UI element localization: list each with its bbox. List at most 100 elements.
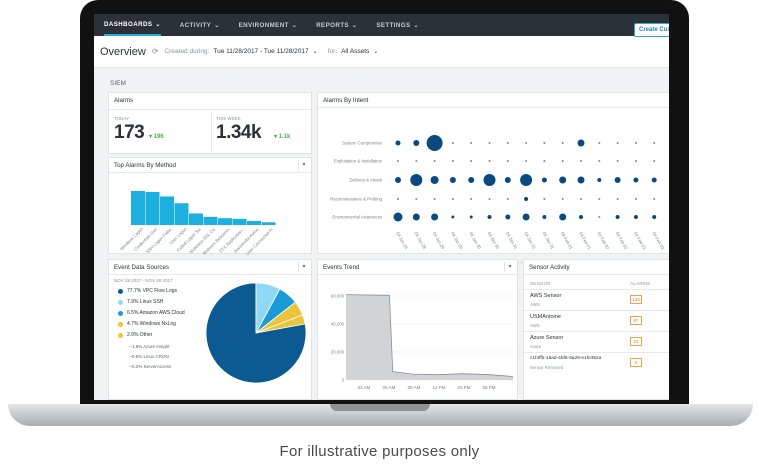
refresh-icon[interactable]: ⟳ xyxy=(151,47,159,56)
intent-row-label: System Compromise xyxy=(342,141,382,146)
chevron-down-icon: ⌄ xyxy=(413,22,419,29)
filter-icon[interactable]: ▾ xyxy=(298,262,309,272)
legend-sub-item: --1.8% Azure Insight xyxy=(129,344,170,349)
intent-bubble xyxy=(488,160,491,162)
intent-bubble xyxy=(412,213,420,221)
intent-bubble xyxy=(430,176,439,184)
assets-select[interactable]: All Assets xyxy=(341,48,370,55)
intent-bubble xyxy=(580,160,582,162)
bar xyxy=(247,220,261,225)
intent-bubble xyxy=(561,198,564,200)
chevron-down-icon[interactable]: ⌄ xyxy=(312,49,318,55)
filter-icon[interactable]: ▾ xyxy=(298,160,309,170)
filter-icon[interactable]: ▾ xyxy=(504,262,515,272)
intent-bubble xyxy=(598,142,601,144)
intent-title: Alarms By Intent xyxy=(323,97,369,104)
intent-x-label: 04 Feb 02 xyxy=(615,231,629,251)
intent-bubble xyxy=(543,160,546,162)
intent-x-label: 04 Jan 29 xyxy=(432,231,446,250)
alarms-by-intent-panel: Alarms By Intent System Compromise Exploi… xyxy=(317,92,669,254)
nav-activity[interactable]: ACTIVITY ⌄ xyxy=(180,14,220,36)
legend-label: 2.9% Other xyxy=(127,332,153,338)
laptop-notch xyxy=(330,404,430,411)
intent-x-label: 04 Jan 30 xyxy=(487,231,501,250)
legend-label: 6.5% Amazon AWS Cloud xyxy=(127,310,185,316)
create-custom-button[interactable]: Create Cus xyxy=(634,23,669,37)
bar xyxy=(189,213,203,225)
legend-label: 77.7% VPC Flow Logs xyxy=(127,288,178,294)
x-tick-label: 03 AM xyxy=(358,385,371,390)
sensor-activity-title: Sensor Activity xyxy=(529,264,570,271)
page-toolbar: Overview ⟳ Created during: Tue 11/28/201… xyxy=(94,36,669,68)
intent-bubble xyxy=(451,215,455,219)
chevron-down-icon[interactable]: ⌄ xyxy=(373,49,379,55)
week-value: 1.34k xyxy=(216,122,262,143)
legend-swatch xyxy=(118,299,123,305)
alarm-count-badge[interactable]: 135 xyxy=(630,295,642,304)
app-screen: DASHBOARDS ⌄ ACTIVITY ⌄ ENVIRONMENT ⌄ REPOR… xyxy=(94,14,669,400)
nav-dashboards[interactable]: DASHBOARDS ⌄ xyxy=(104,14,161,36)
event-sources-pie xyxy=(205,282,307,384)
date-range-select[interactable]: Tue 11/28/2017 - Tue 11/28/2017 xyxy=(213,48,309,55)
nav-environment[interactable]: ENVIRONMENT ⌄ xyxy=(239,14,298,36)
arrow-down-icon: ▾ xyxy=(274,134,278,140)
sensor-sub: AWS xyxy=(530,323,540,328)
intent-bubble xyxy=(577,176,585,184)
nav-settings[interactable]: SETTINGS ⌄ xyxy=(376,14,419,36)
nav-reports[interactable]: REPORTS ⌄ xyxy=(316,14,357,36)
for-label: for: xyxy=(327,48,338,55)
divider xyxy=(109,172,311,173)
intent-bubble xyxy=(449,177,456,183)
intent-bubble xyxy=(614,177,621,183)
legend-item[interactable]: 6.5% Amazon AWS Cloud xyxy=(118,310,185,316)
legend-sub-item: --0.5% Linux CRON xyxy=(129,354,169,359)
x-tick-label: 09 AM xyxy=(408,385,421,390)
divider xyxy=(211,113,212,151)
event-sources-title: Event Data Sources xyxy=(114,264,170,271)
x-tick-label: 06 AM xyxy=(383,385,396,390)
alarm-count-badge[interactable]: 87 xyxy=(630,316,642,325)
intent-bubble xyxy=(469,215,473,219)
intent-bubble xyxy=(653,198,656,200)
sources-date-range: NOV 28 2017 - NOV 28 2017 xyxy=(114,278,173,283)
nav-settings-label: SETTINGS xyxy=(376,21,411,29)
intent-bubble xyxy=(468,177,475,183)
arrow-down-icon: ▾ xyxy=(149,134,153,140)
sensor-name[interactable]: c1f4ffb-15ad-4bf6-9a29-e1fe352a xyxy=(530,356,602,361)
divider xyxy=(524,310,669,311)
pie-slice xyxy=(255,314,306,334)
intent-x-label: 04 Feb 01 xyxy=(560,231,574,251)
legend-item[interactable]: 77.7% VPC Flow Logs xyxy=(118,288,177,294)
bar xyxy=(261,222,276,225)
intent-x-label: 04 Feb 03 xyxy=(651,231,665,251)
intent-bubble xyxy=(541,177,547,183)
events-trend-chart: 60,000 40,000 20,000 0 03 AM 06 AM 09 AM 12 PM 0… xyxy=(331,294,514,390)
divider xyxy=(318,274,517,275)
y-tick-label: 40,000 xyxy=(331,322,345,327)
intent-bubble xyxy=(410,174,423,186)
sensor-name[interactable]: USMAntoine xyxy=(530,314,561,320)
intent-bubble xyxy=(633,177,639,183)
intent-bubble xyxy=(561,160,564,162)
nav-dashboards-label: DASHBOARDS xyxy=(104,20,153,28)
intent-x-label: 04 Feb 01 xyxy=(578,231,592,251)
sensor-name[interactable]: Azure Sensor xyxy=(530,335,564,341)
legend-item[interactable]: 4.7% Windows NxLog xyxy=(118,321,176,327)
sensor-name[interactable]: AWS Sensor xyxy=(530,293,562,299)
intent-bubble xyxy=(426,135,443,151)
intent-x-label: 04 Jan 26 xyxy=(395,231,409,250)
legend-swatch xyxy=(118,332,123,338)
week-delta-value: 1.1k xyxy=(278,134,291,140)
intent-bubble xyxy=(577,139,585,147)
divider xyxy=(524,289,669,290)
divider xyxy=(318,107,669,108)
intent-bubble xyxy=(616,198,619,200)
alarm-count-badge[interactable]: 24 xyxy=(630,337,642,346)
intent-bubble xyxy=(579,215,583,219)
legend-item[interactable]: 7.9% Linux SSH xyxy=(118,299,163,305)
intent-bubble-chart: System Compromise Exploitation & Installa… xyxy=(330,135,666,251)
intent-bubble xyxy=(413,140,420,146)
bar xyxy=(218,218,232,225)
alarm-count-badge[interactable]: 2 xyxy=(630,358,642,367)
legend-item[interactable]: 2.9% Other xyxy=(118,332,152,338)
